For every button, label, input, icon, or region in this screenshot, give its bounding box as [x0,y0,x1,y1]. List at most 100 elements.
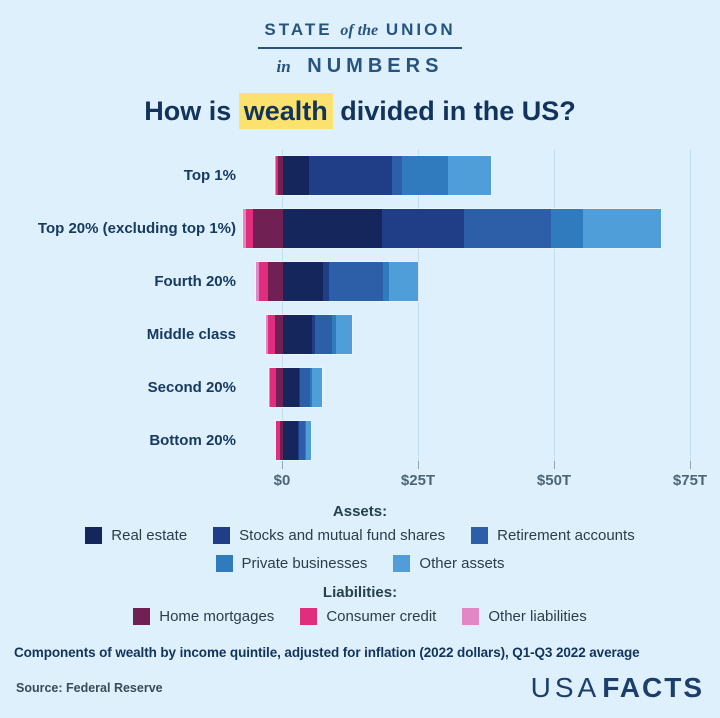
axis-tick-label: $50T [536,472,572,489]
legend-swatch [393,555,411,572]
bar-segment [243,209,246,248]
bar-segment [311,315,315,354]
bar-row [267,367,324,408]
legend-label: Other assets [419,555,505,572]
legend-label: Real estate [111,527,188,544]
bar-segment [329,262,384,301]
bar-segment [551,209,584,248]
legend-swatch [471,527,489,544]
liabilities-legend-row: Home mortgages Consumer credit Other liabi… [0,608,720,629]
axis-tick [690,461,691,469]
page-title: How is wealth divided in the US? [0,93,720,129]
title-post: divided in the US? [332,96,576,126]
chart-footnote: Components of wealth by income quintile,… [14,645,640,660]
legend-swatch [85,527,103,544]
usafacts-logo: USAFACTS [531,672,704,704]
bar-segment [282,315,312,354]
bar-segment [282,368,299,407]
category-label: Fourth 20% [154,273,236,290]
bar-segment [267,315,275,354]
legend-swatch [213,527,231,544]
footer: Source: Federal Reserve USAFACTS [0,660,720,704]
wealth-bar-chart: Top 1% Top 20% (excluding top 1%) Fourth 2… [0,150,720,469]
bar-segment [253,209,283,248]
bar-segment [401,156,449,195]
bar-segment [282,209,382,248]
chart-legend: Assets: Real estate Stocks and mutual fun… [0,503,720,629]
legend-item: Real estate [85,527,187,544]
usafacts-logo-facts: FACTS [602,672,704,703]
bar-segment [383,262,389,301]
legend-label: Home mortgages [159,608,275,625]
legend-label: Private businesses [241,555,368,572]
title-pre: How is [144,96,239,126]
category-label: Bottom 20% [149,432,236,449]
bar-segment [389,262,418,301]
legend-label: Other liabilities [488,608,587,625]
bar-segment [246,209,254,248]
bar-row [254,261,419,302]
logo-word-in: in [276,57,291,76]
axis-tick-label: $0 [273,472,291,489]
legend-item: Other liabilities [462,608,587,625]
bar-segment [314,315,333,354]
logo-line-1: STATE of the UNION [258,20,462,49]
bar-segment [274,315,283,354]
category-label: Top 20% (excluding top 1%) [37,220,236,237]
axis-tick-label: $75T [672,472,708,489]
bar-segment [323,262,330,301]
bar-segment [266,315,268,354]
bar-segment [381,209,465,248]
assets-legend-row-1: Real estate Stocks and mutual fund shares… [0,527,720,548]
legend-label: Stocks and mutual fund shares [239,527,446,544]
bar-segment [311,368,323,407]
legend-item: Stocks and mutual fund shares [213,527,445,544]
bar-segment [269,368,276,407]
category-label: Second 20% [147,379,236,396]
gridline [554,150,555,461]
bar-row [265,314,354,355]
liabilities-legend-header: Liabilities: [322,584,398,601]
bar-segment [464,209,552,248]
title-highlight: wealth [238,93,333,129]
axis-tick [282,461,283,469]
x-axis: $0 $25T $50T $75T [0,461,720,495]
bar-segment [277,156,283,195]
gridline [418,150,419,461]
bar-segment [332,315,337,354]
bar-segment [282,262,324,301]
bar-segment [299,421,305,460]
legend-item: Retirement accounts [471,527,635,544]
logo-word-state: STATE [264,20,333,39]
bar-segment [275,368,283,407]
legend-item: Other assets [393,555,504,572]
bar-segment [305,421,312,460]
bar-segment [275,421,277,460]
gridline [690,150,691,461]
header: STATE of the UNION in NUMBERS [0,0,720,78]
legend-item: Private businesses [215,555,368,572]
bar-row [274,420,313,461]
axis-tick [554,461,555,469]
bar-segment [276,156,278,195]
legend-swatch [133,608,151,625]
legend-label: Consumer credit [326,608,437,625]
assets-legend-row-2: Private businesses Other assets [0,555,720,576]
axis-tick-label: $25T [400,472,436,489]
bar-segment [280,421,283,460]
legend-swatch [300,608,318,625]
state-of-the-union-logo: STATE of the UNION in NUMBERS [258,20,462,78]
logo-word-numbers: NUMBERS [307,55,444,77]
bar-segment [298,421,300,460]
bar-segment [275,156,277,195]
bar-row [242,208,663,249]
assets-legend-header: Assets: [332,503,388,520]
axis-tick [418,461,419,469]
bar-segment [300,368,311,407]
logo-line-2: in NUMBERS [258,55,461,78]
bar-segment [304,421,306,460]
legend-label: Retirement accounts [497,527,635,544]
bar-segment [392,156,402,195]
bar-segment [310,368,312,407]
bar-segment [282,421,299,460]
